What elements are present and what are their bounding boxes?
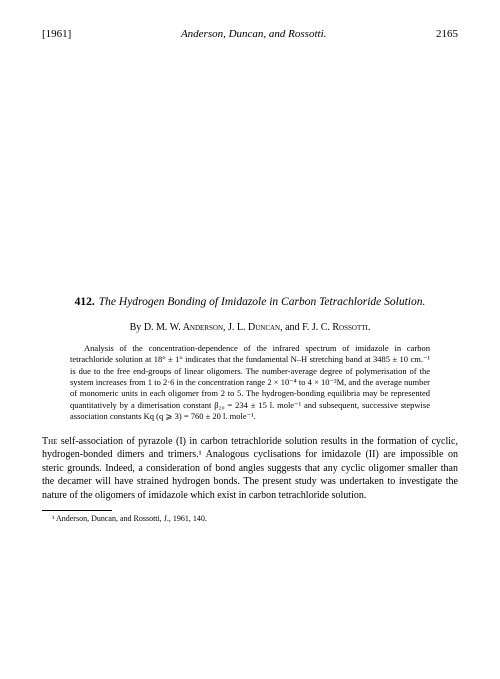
footnote-rule xyxy=(42,510,112,511)
header-authors: Anderson, Duncan, and Rossotti. xyxy=(71,28,436,40)
header-page-number: 2165 xyxy=(436,28,458,40)
body-paragraph: The self-association of pyrazole (I) in … xyxy=(42,435,458,503)
article-title: The Hydrogen Bonding of Imidazole in Car… xyxy=(99,296,426,308)
abstract: Analysis of the concentration-dependence… xyxy=(70,343,430,423)
footnote-text: Anderson, Duncan, and Rossotti, J., 1961… xyxy=(56,514,207,523)
byline: By D. M. W. Anderson, J. L. Duncan, and … xyxy=(42,322,458,333)
header-year: [1961] xyxy=(42,28,71,40)
byline-conj: and xyxy=(285,322,302,333)
footnote: ¹ Anderson, Duncan, and Rossotti, J., 19… xyxy=(42,514,458,524)
article-number: 412. xyxy=(75,296,95,308)
running-header: [1961] Anderson, Duncan, and Rossotti. 2… xyxy=(42,28,458,40)
body-lead: The xyxy=(42,436,61,447)
body-text: self-association of pyrazole (I) in carb… xyxy=(42,436,458,501)
byline-prefix: By xyxy=(130,322,144,333)
abstract-text: Analysis of the concentration-dependence… xyxy=(70,343,430,423)
byline-last-author: F. J. C. Rossotti. xyxy=(302,322,370,333)
byline-authors: D. M. W. Anderson, J. L. Duncan, xyxy=(144,322,285,333)
article-heading: 412. The Hydrogen Bonding of Imidazole i… xyxy=(42,290,458,312)
